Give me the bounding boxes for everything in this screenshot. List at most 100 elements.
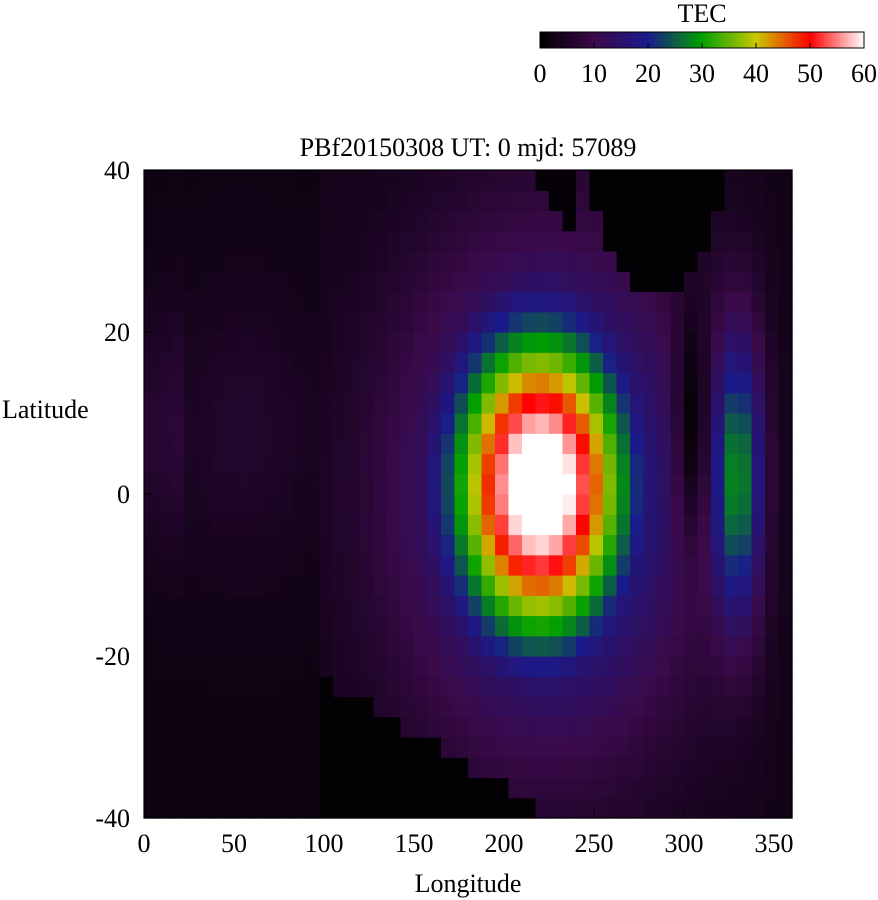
- heatmap-cell: [670, 392, 685, 414]
- heatmap-cell: [765, 575, 780, 596]
- heatmap-cell: [603, 413, 618, 434]
- heatmap-cell: [522, 716, 537, 738]
- heatmap-cell: [198, 656, 213, 677]
- heatmap-cell: [751, 170, 766, 191]
- heatmap-cell: [738, 595, 753, 617]
- heatmap-cell: [589, 757, 604, 779]
- heatmap-cell: [670, 170, 685, 191]
- heatmap-cell: [306, 311, 321, 333]
- heatmap-cell: [279, 210, 294, 232]
- heatmap-cell: [603, 190, 618, 212]
- heatmap-cell: [198, 352, 213, 374]
- heatmap-cell: [522, 413, 537, 434]
- heatmap-cell: [292, 656, 307, 677]
- heatmap-cell: [711, 676, 726, 698]
- heatmap-cell: [765, 595, 780, 617]
- heatmap-cell: [427, 595, 442, 617]
- heatmap-cell: [279, 453, 294, 475]
- heatmap-cell: [279, 656, 294, 677]
- plot-title: PBf20150308 UT: 0 mjd: 57089: [300, 133, 637, 162]
- heatmap-cell: [630, 291, 645, 313]
- heatmap-cell: [535, 737, 550, 758]
- heatmap-cell: [306, 635, 321, 657]
- heatmap-cell: [670, 453, 685, 475]
- heatmap-cell: [684, 696, 699, 718]
- heatmap-cell: [144, 332, 159, 353]
- heatmap-cell: [643, 251, 658, 272]
- heatmap-cell: [697, 595, 712, 617]
- heatmap-cell: [346, 514, 361, 536]
- heatmap-cell: [184, 291, 199, 313]
- heatmap-cell: [751, 554, 766, 576]
- heatmap-cell: [481, 757, 496, 779]
- heatmap-cell: [778, 575, 793, 596]
- heatmap-cell: [522, 737, 537, 758]
- heatmap-cell: [319, 271, 334, 293]
- heatmap-cell: [171, 777, 186, 799]
- heatmap-cell: [319, 433, 334, 455]
- heatmap-cell: [373, 392, 388, 414]
- heatmap-cell: [279, 271, 294, 293]
- heatmap-cell: [333, 251, 348, 272]
- heatmap-cell: [522, 291, 537, 313]
- heatmap-cell: [589, 170, 604, 191]
- heatmap-cell: [238, 656, 253, 677]
- heatmap-cell: [751, 453, 766, 475]
- heatmap-cell: [508, 757, 523, 779]
- heatmap-cell: [724, 170, 739, 191]
- heatmap-cell: [414, 271, 429, 293]
- heatmap-cell: [454, 676, 469, 698]
- heatmap-cell: [157, 575, 172, 596]
- heatmap-cell: [346, 494, 361, 515]
- heatmap-cell: [211, 291, 226, 313]
- heatmap-cell: [252, 372, 267, 394]
- heatmap-cell: [360, 595, 375, 617]
- heatmap-cell: [306, 230, 321, 252]
- heatmap-cell: [225, 494, 240, 515]
- heatmap-cell: [751, 230, 766, 252]
- heatmap-cell: [292, 271, 307, 293]
- heatmap-cell: [630, 534, 645, 556]
- heatmap-cell: [454, 230, 469, 252]
- heatmap-cell: [211, 271, 226, 293]
- heatmap-cell: [643, 453, 658, 475]
- colorbar: TEC 0 10 20 30 40 50 60: [534, 0, 878, 88]
- heatmap-cell: [441, 575, 456, 596]
- heatmap-cell: [724, 332, 739, 353]
- heatmap-cell: [508, 291, 523, 313]
- heatmap-cell: [171, 251, 186, 272]
- heatmap-cell: [252, 757, 267, 779]
- heatmap-cell: [481, 615, 496, 637]
- heatmap-cell: [427, 372, 442, 394]
- heatmap-cell: [481, 696, 496, 718]
- heatmap-cell: [562, 170, 577, 191]
- heatmap-cell: [414, 251, 429, 272]
- heatmap-cell: [400, 575, 415, 596]
- heatmap-cell: [184, 676, 199, 698]
- heatmap-cell: [603, 271, 618, 293]
- heatmap-cell: [414, 554, 429, 576]
- heatmap-cell: [670, 271, 685, 293]
- heatmap-cell: [765, 676, 780, 698]
- heatmap-cell: [562, 716, 577, 738]
- heatmap-cell: [400, 413, 415, 434]
- heatmap-cell: [373, 332, 388, 353]
- heatmap-cell: [562, 797, 577, 819]
- heatmap-cell: [549, 797, 564, 819]
- heatmap-cell: [778, 372, 793, 394]
- heatmap-cell: [495, 190, 510, 212]
- heatmap-cell: [427, 332, 442, 353]
- heatmap-cell: [589, 433, 604, 455]
- heatmap-cell: [576, 635, 591, 657]
- heatmap-cell: [576, 311, 591, 333]
- heatmap-cell: [346, 615, 361, 637]
- heatmap-cell: [319, 210, 334, 232]
- heatmap-cell: [373, 251, 388, 272]
- heatmap-cell: [333, 392, 348, 414]
- heatmap-cell: [252, 230, 267, 252]
- heatmap-cell: [765, 251, 780, 272]
- heatmap-cell: [360, 311, 375, 333]
- heatmap-cell: [765, 554, 780, 576]
- heatmap-cell: [441, 190, 456, 212]
- heatmap-cell: [603, 716, 618, 738]
